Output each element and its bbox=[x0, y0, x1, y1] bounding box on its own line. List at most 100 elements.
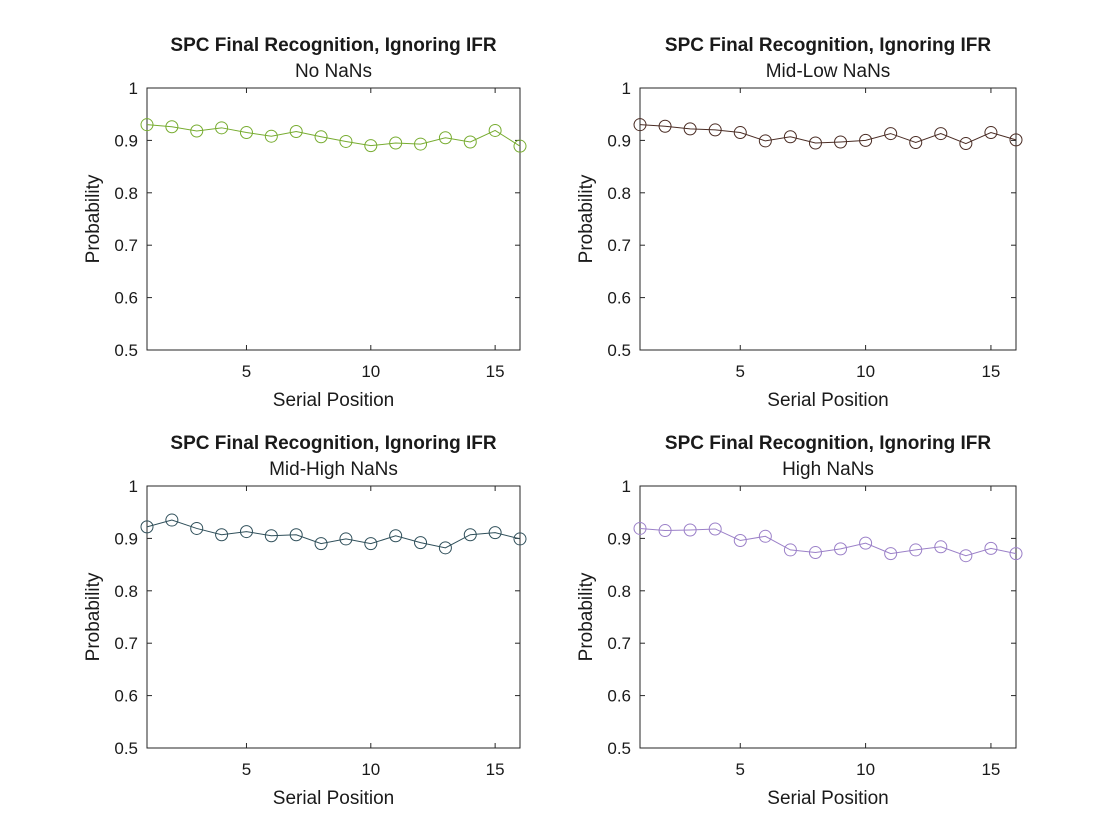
y-tick-label: 0.8 bbox=[607, 582, 631, 601]
y-tick-label: 0.8 bbox=[114, 184, 138, 203]
y-tick-label: 0.5 bbox=[114, 341, 138, 360]
data-point bbox=[884, 547, 898, 561]
data-point bbox=[314, 537, 328, 551]
chart-title: SPC Final Recognition, Ignoring IFR bbox=[170, 35, 496, 56]
data-point bbox=[683, 122, 697, 136]
data-point bbox=[909, 543, 923, 557]
data-point bbox=[414, 137, 428, 151]
data-point bbox=[884, 127, 898, 141]
y-tick-label: 0.7 bbox=[607, 236, 631, 255]
y-tick-label: 0.7 bbox=[114, 634, 138, 653]
series-line bbox=[146, 519, 521, 549]
chart-title: SPC Final Recognition, Ignoring IFR bbox=[170, 433, 496, 454]
data-point bbox=[289, 528, 303, 542]
data-point bbox=[683, 523, 697, 537]
y-tick-label: 1 bbox=[622, 79, 631, 98]
chart-subtitle: No NaNs bbox=[295, 61, 372, 82]
data-point bbox=[414, 536, 428, 550]
x-tick-label: 15 bbox=[486, 760, 505, 779]
y-tick-label: 0.5 bbox=[607, 739, 631, 758]
y-tick-label: 1 bbox=[622, 477, 631, 496]
plot-area bbox=[639, 87, 1017, 351]
x-tick-label: 5 bbox=[736, 362, 745, 381]
data-point bbox=[1009, 133, 1023, 147]
data-point bbox=[463, 528, 477, 542]
x-axis-label: Serial Position bbox=[273, 788, 394, 809]
chart-subtitle: High NaNs bbox=[782, 459, 874, 480]
data-point bbox=[314, 130, 328, 144]
y-tick-label: 0.9 bbox=[114, 529, 138, 548]
x-axis-label: Serial Position bbox=[273, 390, 394, 411]
y-tick-label: 0.6 bbox=[114, 687, 138, 706]
data-point bbox=[339, 134, 353, 148]
data-point bbox=[733, 533, 747, 547]
y-tick-label: 0.8 bbox=[607, 184, 631, 203]
x-tick-label: 5 bbox=[242, 760, 251, 779]
y-tick-label: 0.6 bbox=[607, 289, 631, 308]
x-tick-label: 5 bbox=[242, 362, 251, 381]
y-axis-label: Probability bbox=[576, 174, 597, 263]
data-point bbox=[859, 536, 873, 550]
data-point bbox=[488, 123, 502, 137]
data-point bbox=[364, 139, 378, 153]
x-tick-label: 15 bbox=[981, 760, 1000, 779]
data-point bbox=[389, 136, 403, 150]
data-point bbox=[859, 133, 873, 147]
chart-title: SPC Final Recognition, Ignoring IFR bbox=[665, 433, 991, 454]
data-point bbox=[513, 532, 527, 546]
x-tick-label: 15 bbox=[981, 362, 1000, 381]
data-point bbox=[959, 549, 973, 563]
x-tick-label: 10 bbox=[856, 760, 875, 779]
plot-area bbox=[639, 485, 1017, 749]
x-tick-label: 10 bbox=[361, 362, 380, 381]
data-point bbox=[1009, 547, 1023, 561]
data-point bbox=[289, 124, 303, 138]
data-point bbox=[339, 532, 353, 546]
data-point bbox=[215, 528, 229, 542]
x-axis-label: Serial Position bbox=[767, 788, 888, 809]
data-point bbox=[733, 126, 747, 140]
data-point bbox=[658, 119, 672, 133]
y-tick-label: 1 bbox=[129, 477, 138, 496]
y-tick-label: 0.7 bbox=[114, 236, 138, 255]
data-point bbox=[909, 135, 923, 149]
data-point bbox=[215, 121, 229, 135]
data-point bbox=[140, 118, 154, 132]
data-point bbox=[808, 136, 822, 150]
data-point bbox=[264, 129, 278, 143]
x-tick-label: 15 bbox=[486, 362, 505, 381]
data-point bbox=[190, 124, 204, 138]
y-tick-label: 1 bbox=[129, 79, 138, 98]
y-tick-label: 0.6 bbox=[114, 289, 138, 308]
data-point bbox=[808, 546, 822, 560]
data-point bbox=[389, 529, 403, 543]
y-axis-label: Probability bbox=[576, 572, 597, 661]
data-point bbox=[190, 521, 204, 535]
data-point bbox=[488, 526, 502, 540]
x-tick-label: 10 bbox=[361, 760, 380, 779]
y-tick-label: 0.9 bbox=[114, 131, 138, 150]
data-point bbox=[758, 134, 772, 148]
data-point bbox=[834, 135, 848, 149]
chart-title: SPC Final Recognition, Ignoring IFR bbox=[665, 35, 991, 56]
y-tick-label: 0.5 bbox=[607, 341, 631, 360]
x-tick-label: 5 bbox=[736, 760, 745, 779]
y-tick-label: 0.7 bbox=[607, 634, 631, 653]
data-point bbox=[633, 521, 647, 535]
data-point bbox=[140, 520, 154, 534]
x-tick-label: 10 bbox=[856, 362, 875, 381]
y-tick-label: 0.8 bbox=[114, 582, 138, 601]
data-point bbox=[264, 529, 278, 543]
series-line bbox=[146, 124, 521, 147]
data-point bbox=[239, 126, 253, 140]
data-point bbox=[758, 529, 772, 543]
data-point bbox=[239, 525, 253, 539]
series-line bbox=[639, 527, 1017, 557]
data-point bbox=[984, 541, 998, 555]
data-point bbox=[934, 127, 948, 141]
